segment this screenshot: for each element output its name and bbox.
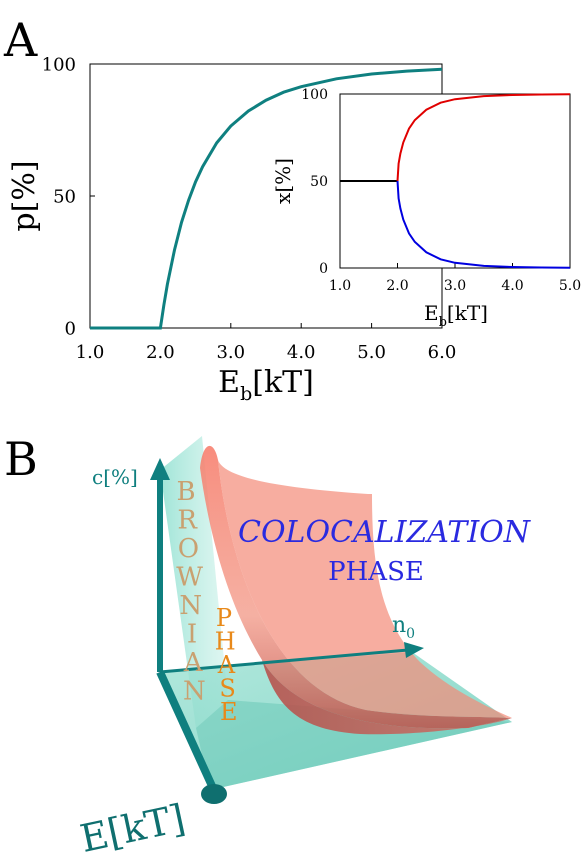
inset-x-tick-label: 5.0 xyxy=(559,278,581,294)
transition-surface-edge xyxy=(262,660,512,735)
n0-axis xyxy=(159,648,409,674)
inset-ticks: 1.0 2.0 3.0 4.0 5.0 0 50 100 xyxy=(301,87,581,294)
main-x-tick-label: 2.0 xyxy=(146,342,175,363)
panel-b-label: B xyxy=(4,432,38,486)
transition-surface-front xyxy=(200,445,512,729)
main-x-tick-label: 5.0 xyxy=(357,342,386,363)
main-y-axis-label: p[%] xyxy=(7,160,42,231)
inset-y-axis-label: x[%] xyxy=(271,158,295,204)
inset-x-tick-label: 3.0 xyxy=(444,278,466,294)
inset-x-tick-label: 4.0 xyxy=(501,278,523,294)
e-axis xyxy=(156,670,216,788)
e-axis-arrow-icon xyxy=(201,784,227,804)
main-x-tick-label: 1.0 xyxy=(76,342,105,363)
inset-chart: 1.0 2.0 3.0 4.0 5.0 0 50 100 x[%] Eb[kT] xyxy=(271,87,581,330)
colocalization-label: COLOCALIZATION xyxy=(238,515,532,550)
n0-axis-label: n0 xyxy=(392,613,415,642)
main-x-tick-label: 4.0 xyxy=(287,342,316,363)
n0-axis-arrow-icon xyxy=(404,642,424,658)
inset-x-tick-label: 1.0 xyxy=(329,278,351,294)
main-y-tick-label: 0 xyxy=(65,318,76,339)
main-series-line xyxy=(90,67,443,330)
inset-series-line-2 xyxy=(396,180,571,269)
inset-x-axis-label: Eb[kT] xyxy=(424,301,488,330)
main-x-tick-label: 3.0 xyxy=(216,342,245,363)
inset-series-line-1 xyxy=(396,93,571,182)
inset-y-tick-label: 0 xyxy=(319,261,328,277)
main-x-tick-label: 6.0 xyxy=(428,342,457,363)
inset-y-tick-label: 100 xyxy=(301,87,328,103)
inset-x-tick-label: 2.0 xyxy=(386,278,408,294)
main-y-tick-label: 50 xyxy=(53,186,76,207)
main-chart: 1.0 2.0 3.0 4.0 5.0 6.0 0 50 100 p[%] Eb[kT] xyxy=(7,54,456,405)
e-axis-label: E[kT] xyxy=(76,796,189,857)
inset-y-tick-label: 50 xyxy=(310,174,328,190)
main-ticks: 1.0 2.0 3.0 4.0 5.0 6.0 0 50 100 xyxy=(42,54,457,363)
panel-a-label: A xyxy=(3,13,38,67)
main-x-axis-label: Eb[kT] xyxy=(218,365,314,405)
main-y-tick-label: 100 xyxy=(42,54,76,75)
c-axis-label: c[%] xyxy=(92,465,138,489)
c-axis-arrow-icon xyxy=(150,458,170,480)
transition-surface-top xyxy=(218,460,512,718)
colocalization-phase-label: PHASE xyxy=(328,557,424,587)
inset-series xyxy=(340,93,571,269)
back-plane xyxy=(160,436,228,728)
